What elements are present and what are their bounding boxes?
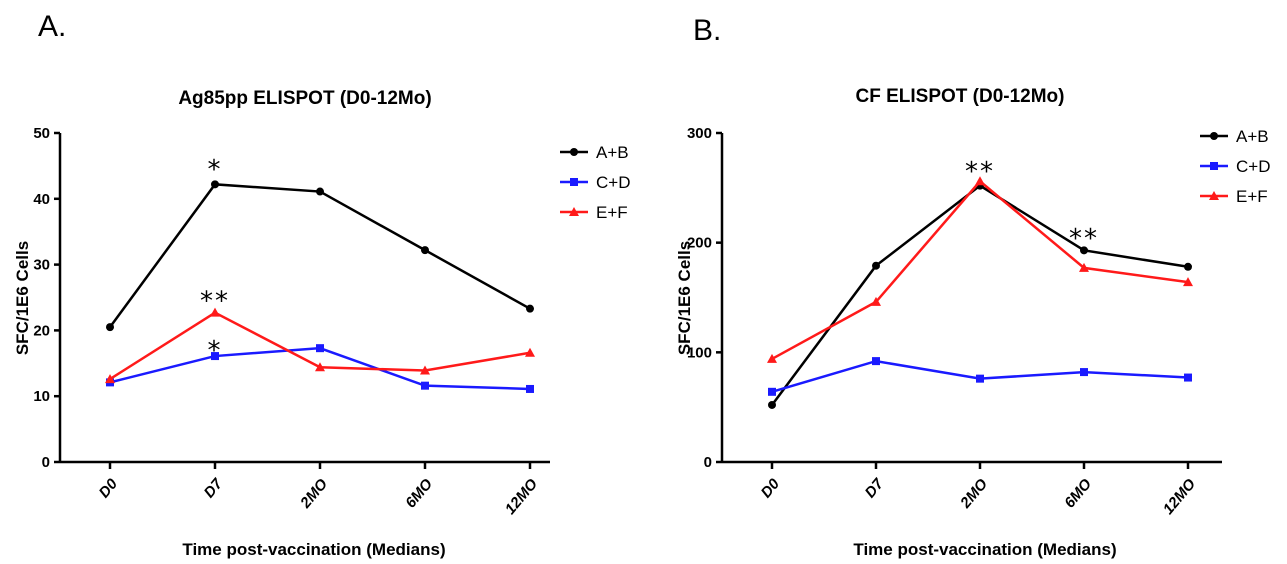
data-point-A+B — [1080, 246, 1088, 255]
x-tick-label: D7 — [862, 475, 888, 501]
y-tick-label: 0 — [704, 454, 712, 471]
data-point-A+B — [1184, 262, 1192, 271]
data-point-E+F — [525, 347, 535, 357]
panel-b-title: CF ELISPOT (D0-12Mo) — [855, 86, 1064, 107]
data-point-C+D — [1080, 368, 1088, 377]
panel-b-xlabel: Time post-vaccination (Medians) — [853, 540, 1116, 559]
data-point-A+B — [106, 323, 114, 332]
panel-a-xlabel: Time post-vaccination (Medians) — [182, 540, 445, 559]
legend-marker — [569, 207, 579, 216]
x-tick-label: 6MO — [402, 475, 436, 511]
data-point-A+B — [768, 400, 776, 409]
data-point-C+D — [768, 387, 776, 396]
significance-annotation: ** — [1069, 224, 1099, 254]
data-point-E+F — [1079, 262, 1089, 272]
x-tick-label: D0 — [96, 475, 122, 501]
legend-label: E+F — [1236, 187, 1268, 206]
data-point-C+D — [1184, 373, 1192, 382]
significance-annotation: * — [208, 155, 223, 185]
y-tick-label: 40 — [33, 191, 50, 208]
legend-marker — [1210, 132, 1218, 140]
y-tick-label: 0 — [42, 454, 50, 471]
y-tick-label: 100 — [687, 344, 712, 361]
data-point-A+B — [211, 180, 219, 189]
legend-label: A+B — [1236, 127, 1269, 146]
significance-annotation: ** — [200, 287, 230, 317]
data-point-E+F — [767, 353, 777, 363]
y-tick-label: 200 — [687, 235, 712, 252]
y-tick-label: 20 — [33, 322, 50, 339]
y-tick-label: 30 — [33, 257, 50, 274]
y-tick-label: 300 — [687, 125, 712, 142]
x-tick-label: D0 — [758, 475, 784, 501]
legend-label: C+D — [1236, 157, 1270, 176]
data-point-A+B — [316, 187, 324, 196]
legend-label: E+F — [596, 203, 628, 222]
y-tick-label: 50 — [33, 125, 50, 142]
legend-marker — [570, 178, 578, 186]
x-tick-label: 12MO — [502, 475, 541, 517]
legend-label: A+B — [596, 143, 629, 162]
data-point-C+D — [872, 357, 880, 366]
data-point-A+B — [872, 261, 880, 270]
x-tick-label: D7 — [201, 475, 227, 501]
data-point-C+D — [316, 344, 324, 353]
data-point-C+D — [211, 352, 219, 361]
panel-b-label: B. — [693, 14, 721, 47]
legend-marker — [1209, 191, 1219, 200]
legend-label: C+D — [596, 173, 630, 192]
data-point-C+D — [526, 384, 534, 393]
data-point-E+F — [975, 176, 985, 186]
data-point-E+F — [210, 307, 220, 317]
panel-a-title: Ag85pp ELISPOT (D0-12Mo) — [178, 88, 431, 109]
series-line-E+F — [771, 179, 1189, 361]
legend-marker — [570, 148, 578, 156]
data-point-E+F — [871, 296, 881, 306]
y-tick-label: 10 — [33, 388, 50, 405]
legend-marker — [1210, 162, 1218, 170]
data-point-A+B — [526, 304, 534, 313]
x-tick-label: 12MO — [1160, 475, 1199, 517]
data-point-C+D — [976, 374, 984, 383]
x-tick-label: 6MO — [1061, 475, 1095, 511]
series-line-A+B — [108, 183, 531, 328]
series-line-A+B — [770, 184, 1189, 406]
panel-a-label: A. — [38, 10, 66, 43]
data-point-E+F — [1183, 277, 1193, 287]
significance-annotation: ** — [965, 157, 995, 187]
data-point-C+D — [421, 381, 429, 390]
x-tick-label: 2MO — [296, 475, 331, 512]
x-tick-label: 2MO — [956, 475, 991, 512]
data-point-E+F — [420, 365, 430, 375]
panel-b-ylabel: SFC/1E6 Cells — [675, 241, 694, 355]
data-point-A+B — [421, 246, 429, 255]
data-point-E+F — [105, 374, 115, 384]
data-point-E+F — [315, 362, 325, 372]
significance-annotation: * — [208, 336, 223, 366]
panel-a-ylabel: SFC/1E6 Cells — [13, 241, 32, 355]
panel-b-plot: 0 100 200 300 D0 D7 2MO 6MO 12MO A+B C+D E+F ** ** — [687, 125, 1271, 518]
